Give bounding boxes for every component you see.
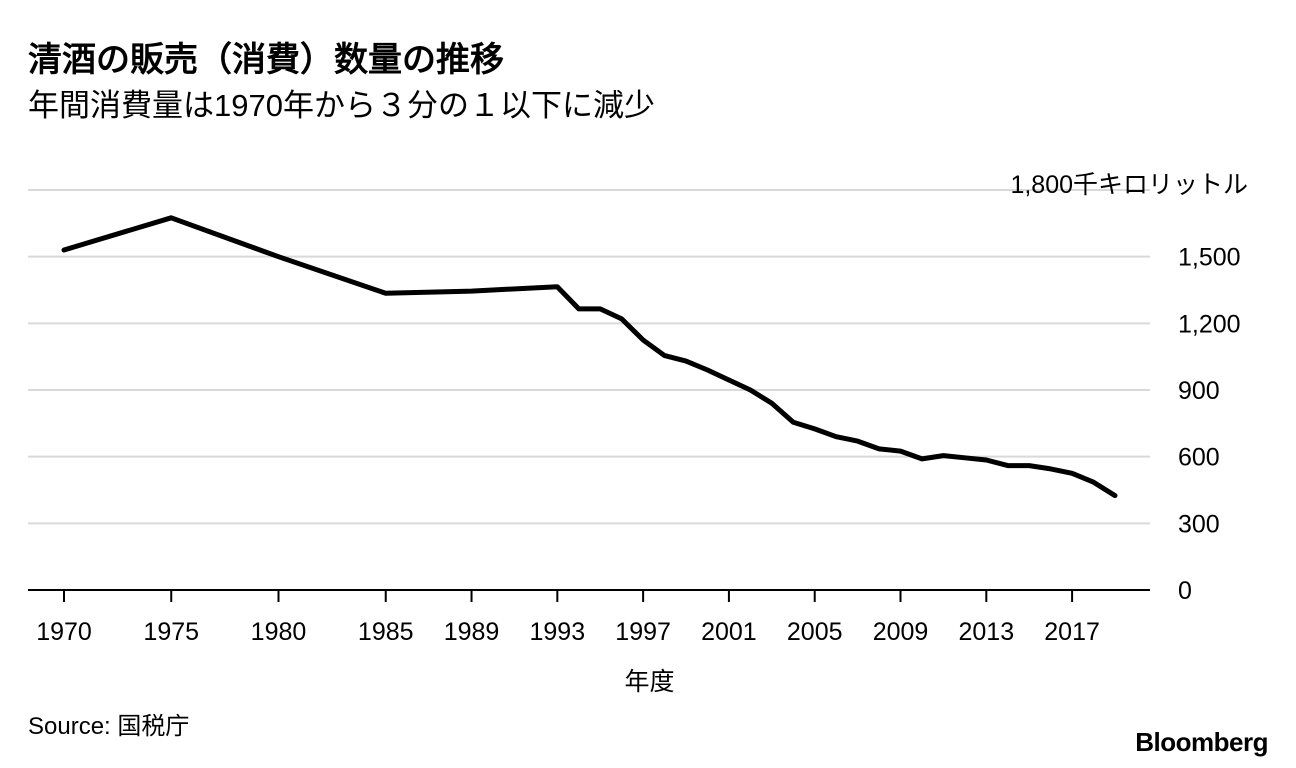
x-tick-label: 2013 — [958, 618, 1014, 646]
x-tick-label: 1989 — [444, 618, 500, 646]
x-tick-label: 1975 — [143, 618, 199, 646]
series-line — [61, 215, 1118, 499]
source-note: Source: 国税庁 — [28, 713, 190, 740]
chart-title: 清酒の販売（消費）数量の推移 — [28, 41, 504, 79]
y-tick-label: 0 — [1178, 577, 1192, 605]
x-tick-label: 1970 — [36, 618, 92, 646]
x-tick-label: 1993 — [530, 618, 586, 646]
x-tick-label: 1980 — [251, 618, 307, 646]
chart-subtitle: 年間消費量は1970年から３分の１以下に減少 — [28, 88, 655, 123]
x-tick-label: 2001 — [701, 618, 757, 646]
x-tick-label: 2009 — [873, 618, 929, 646]
y-tick-label: 900 — [1178, 377, 1220, 405]
x-tick-label: 2017 — [1044, 618, 1100, 646]
y-tick-label: 600 — [1178, 444, 1220, 472]
y-tick-label: 1,500 — [1178, 244, 1241, 272]
x-axis-title: 年度 — [624, 668, 674, 696]
x-tick-label: 1997 — [615, 618, 671, 646]
x-tick-label: 1985 — [358, 618, 414, 646]
x-tick-label: 2005 — [787, 618, 843, 646]
bloomberg-logo: Bloomberg — [1135, 727, 1268, 757]
y-tick-label: 1,200 — [1178, 310, 1241, 338]
y-tick-label: 300 — [1178, 510, 1220, 538]
y-unit-label: 1,800千キロリットル — [1010, 171, 1248, 199]
